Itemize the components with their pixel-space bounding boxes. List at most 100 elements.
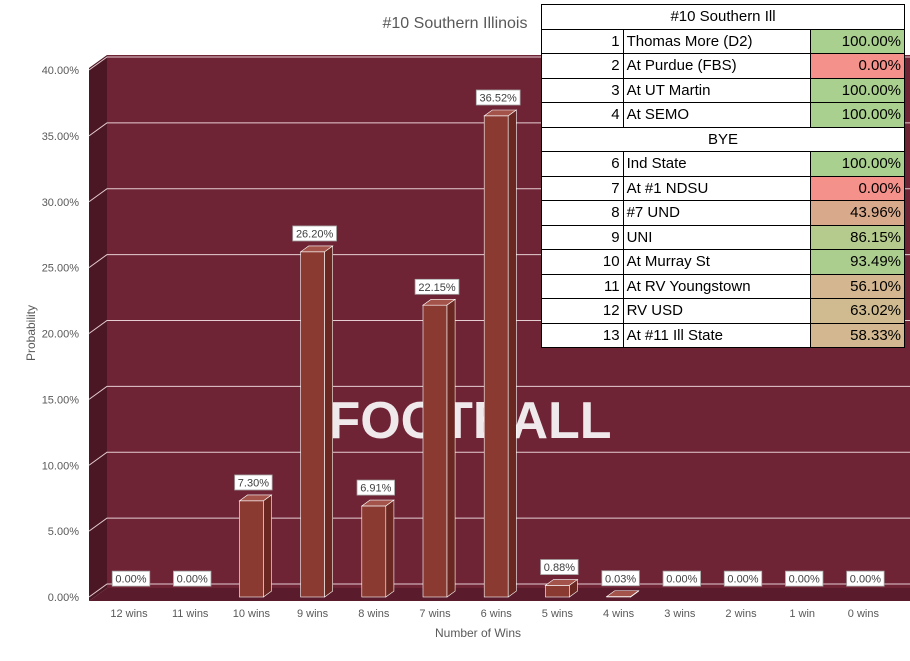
- x-tick-label: 8 wins: [358, 608, 390, 620]
- win-probability: 0.00%: [810, 175, 905, 201]
- data-label: 0.88%: [540, 559, 579, 575]
- table-header-row: #10 Southern Ill: [541, 4, 905, 30]
- bar: [360, 499, 395, 598]
- schedule-table: #10 Southern Ill 1 Thomas More (D2) 100.00%…: [541, 4, 905, 348]
- opponent-name: At #11 Ill State: [622, 322, 812, 348]
- svg-text:7.30%: 7.30%: [238, 477, 269, 489]
- y-tick-label: 35.00%: [42, 131, 80, 143]
- svg-text:0.00%: 0.00%: [850, 574, 881, 586]
- game-row: 10 At Murray St 93.49%: [541, 249, 905, 275]
- win-probability: 100.00%: [810, 102, 905, 128]
- gridline: [88, 583, 910, 598]
- bar: [544, 578, 579, 598]
- opponent-name: At Purdue (FBS): [622, 53, 812, 79]
- game-number: 8: [541, 200, 624, 226]
- chart-title: #10 Southern Illinois: [383, 15, 528, 32]
- x-tick-label: 4 wins: [603, 608, 635, 620]
- bar: [605, 590, 640, 598]
- data-label: 22.15%: [414, 278, 460, 295]
- win-probability: 0.00%: [810, 53, 905, 79]
- gridline: [88, 517, 910, 532]
- svg-text:22.15%: 22.15%: [418, 282, 456, 294]
- data-label: 0.00%: [173, 570, 212, 587]
- x-axis-title: Number of Wins: [435, 626, 521, 640]
- y-tick-label: 0.00%: [48, 592, 79, 604]
- game-number: 12: [541, 298, 624, 324]
- x-axis-ticks: 12 wins 11 wins 10 wins 9 wins 8 wins 7 wins 6…: [110, 608, 879, 620]
- bar: [422, 298, 457, 598]
- bar: [238, 494, 273, 598]
- game-number: 11: [541, 273, 624, 299]
- opponent-name: Ind State: [622, 151, 812, 177]
- opponent-name: At RV Youngstown: [622, 273, 812, 299]
- game-row: 13 At #11 Ill State 58.33%: [541, 322, 905, 348]
- svg-text:0.88%: 0.88%: [544, 562, 575, 574]
- game-number: 1: [541, 28, 624, 54]
- win-probability: 93.49%: [810, 249, 905, 275]
- opponent-name: At UT Martin: [622, 77, 812, 103]
- opponent-name: At #1 NDSU: [622, 175, 812, 201]
- game-number: 2: [541, 53, 624, 79]
- x-tick-label: 9 wins: [297, 608, 329, 620]
- y-axis-ticks: 0.00% 5.00% 10.00% 15.00% 20.00% 25.00% 30.00%…: [42, 65, 80, 604]
- x-tick-label: 1 win: [789, 608, 815, 620]
- game-number: 3: [541, 77, 624, 103]
- y-tick-label: 25.00%: [42, 263, 80, 275]
- gridline: [88, 385, 910, 400]
- game-row: 1 Thomas More (D2) 100.00%: [541, 28, 905, 54]
- svg-text:0.00%: 0.00%: [115, 574, 146, 586]
- x-tick-label: 5 wins: [542, 608, 574, 620]
- x-tick-label: 12 wins: [110, 608, 148, 620]
- bars: [238, 109, 640, 598]
- table-header: #10 Southern Ill: [541, 4, 905, 30]
- bar: [483, 109, 518, 598]
- y-tick-label: 30.00%: [42, 197, 80, 209]
- data-label: 36.52%: [475, 89, 521, 106]
- x-tick-label: 6 wins: [481, 608, 513, 620]
- game-number: 13: [541, 322, 624, 348]
- x-tick-label: 3 wins: [664, 608, 696, 620]
- svg-text:6.91%: 6.91%: [360, 483, 391, 495]
- data-label: 7.30%: [234, 474, 273, 491]
- win-probability: 58.33%: [810, 322, 905, 348]
- game-number: 6: [541, 151, 624, 177]
- data-label: 0.00%: [723, 570, 763, 587]
- data-label: 0.00%: [662, 570, 701, 587]
- game-row: 12 RV USD 63.02%: [541, 298, 905, 324]
- opponent-name: At SEMO: [622, 102, 812, 128]
- plot-side-wall: [89, 55, 107, 601]
- win-probability: 56.10%: [810, 273, 905, 299]
- data-label: 0.00%: [111, 570, 151, 587]
- win-probability: 100.00%: [810, 28, 905, 54]
- x-tick-label: 7 wins: [419, 608, 451, 620]
- win-probability: 63.02%: [810, 298, 905, 324]
- opponent-name: UNI: [622, 224, 812, 250]
- game-row: 9 UNI 86.15%: [541, 224, 905, 250]
- win-probability: 100.00%: [810, 151, 905, 177]
- svg-text:0.03%: 0.03%: [605, 573, 636, 585]
- win-probability: 43.96%: [810, 200, 905, 226]
- football-watermark: FOOTBALL: [328, 392, 611, 450]
- win-probability: 100.00%: [810, 77, 905, 103]
- x-tick-label: 10 wins: [233, 608, 271, 620]
- y-tick-label: 20.00%: [42, 329, 80, 341]
- game-number: 7: [541, 175, 624, 201]
- data-label: 26.20%: [292, 225, 337, 242]
- y-axis-title: Probability: [24, 305, 38, 361]
- opponent-name: At Murray St: [622, 249, 812, 275]
- data-label: 6.91%: [356, 479, 395, 496]
- x-tick-label: 11 wins: [172, 608, 209, 620]
- opponent-name: Thomas More (D2): [622, 28, 812, 54]
- opponent-name: #7 UND: [622, 200, 812, 226]
- y-tick-label: 40.00%: [42, 65, 80, 77]
- data-label: 0.00%: [846, 570, 885, 587]
- win-probability: 86.15%: [810, 224, 905, 250]
- y-tick-label: 15.00%: [42, 394, 80, 406]
- game-row: 2 At Purdue (FBS) 0.00%: [541, 53, 905, 79]
- svg-text:0.00%: 0.00%: [727, 574, 758, 586]
- game-row: 8 #7 UND 43.96%: [541, 200, 905, 226]
- game-number: 10: [541, 249, 624, 275]
- game-number: 4: [541, 102, 624, 128]
- game-row: 11 At RV Youngstown 56.10%: [541, 273, 905, 299]
- svg-text:0.00%: 0.00%: [177, 574, 208, 586]
